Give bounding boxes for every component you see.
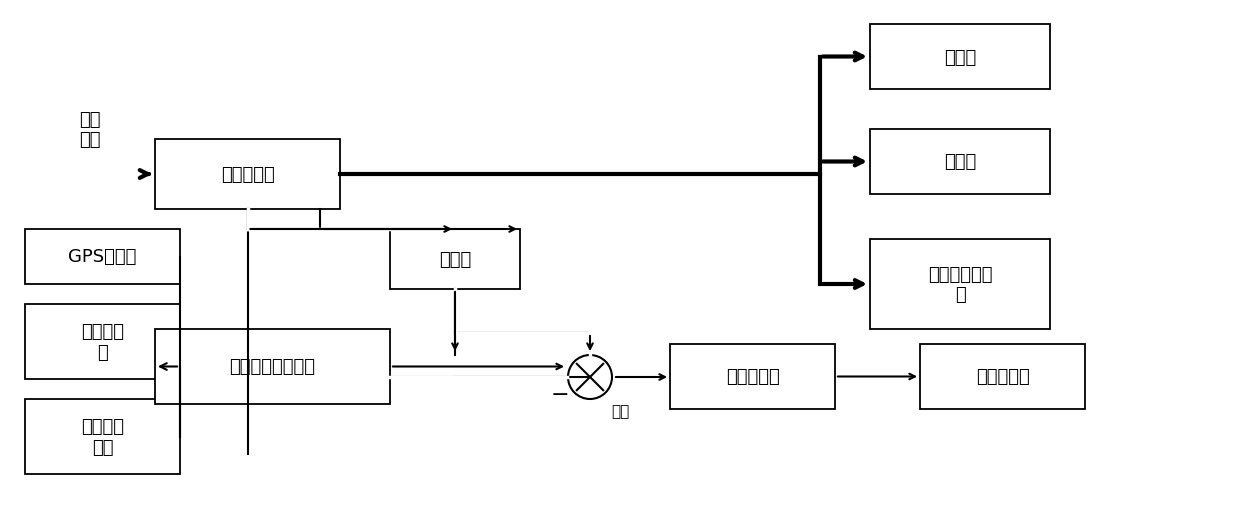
Text: GPS传感器: GPS传感器 xyxy=(68,248,136,266)
Text: 大气数据计算
机: 大气数据计算 机 xyxy=(928,265,992,304)
Bar xyxy=(25,304,180,379)
Bar xyxy=(870,25,1050,90)
Bar xyxy=(155,140,340,210)
Bar xyxy=(155,329,391,404)
Text: 侧滑角传
感器: 侧滑角传 感器 xyxy=(81,417,124,456)
Bar xyxy=(670,344,835,409)
Bar xyxy=(25,230,180,285)
Text: 实际空速管: 实际空速管 xyxy=(221,165,274,184)
Bar xyxy=(870,240,1050,329)
Text: 故障诊断器: 故障诊断器 xyxy=(976,368,1029,386)
Text: 残差: 残差 xyxy=(611,404,629,419)
Text: −: − xyxy=(551,384,569,404)
Text: 神经网络解析模型: 神经网络解析模型 xyxy=(229,358,315,376)
Bar xyxy=(25,399,180,474)
Text: 传感器: 传感器 xyxy=(439,250,471,268)
Text: 故障检测器: 故障检测器 xyxy=(725,368,780,386)
Bar xyxy=(920,344,1085,409)
Bar xyxy=(391,230,520,290)
Text: 环境
输入: 环境 输入 xyxy=(79,110,100,149)
Text: 空速表: 空速表 xyxy=(944,48,976,66)
Text: 迎角传感
器: 迎角传感 器 xyxy=(81,323,124,361)
Bar xyxy=(870,130,1050,194)
Text: 高度表: 高度表 xyxy=(944,153,976,171)
